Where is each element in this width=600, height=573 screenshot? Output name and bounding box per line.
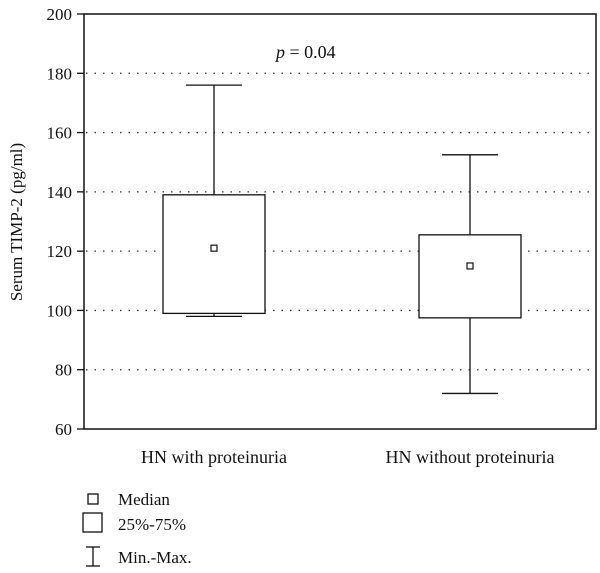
legend-box-label: 25%-75%: [118, 515, 186, 534]
median-marker: [466, 262, 474, 270]
y-tick-label: 200: [47, 5, 73, 24]
box-group: HN with proteinuria: [141, 84, 287, 467]
y-tick-label: 160: [47, 124, 73, 143]
legend: Median 25%-75% Min.-Max.: [82, 490, 192, 567]
y-axis-ticks: 60 80 100 120 140 160 180 200: [47, 5, 84, 439]
legend-median-label: Median: [118, 490, 170, 509]
median-marker: [210, 244, 218, 252]
legend-box-symbol: [82, 512, 103, 533]
y-axis-label: Serum TIMP-2 (pg/ml): [7, 143, 26, 301]
p-symbol: p: [274, 42, 285, 62]
p-value: = 0.04: [285, 42, 336, 62]
p-value-annotation: p = 0.04: [274, 42, 336, 62]
grid-lines: [86, 72, 594, 371]
boxes: HN with proteinuria HN without proteinuri…: [141, 84, 555, 467]
plot-area-frame: [83, 13, 597, 430]
iqr-box: [418, 234, 522, 319]
category-label: HN without proteinuria: [386, 447, 555, 467]
y-tick-label: 120: [47, 242, 73, 261]
legend-whisker-label: Min.-Max.: [118, 548, 192, 567]
box-group: HN without proteinuria: [386, 154, 555, 467]
legend-whisker-symbol: [86, 546, 100, 567]
y-tick-label: 100: [47, 301, 73, 320]
y-tick-label: 60: [55, 420, 72, 439]
y-tick-label: 140: [47, 183, 73, 202]
y-tick-label: 180: [47, 64, 73, 83]
category-label: HN with proteinuria: [141, 447, 287, 467]
iqr-box: [162, 194, 266, 315]
y-tick-label: 80: [55, 361, 72, 380]
legend-median-symbol: [87, 493, 99, 505]
